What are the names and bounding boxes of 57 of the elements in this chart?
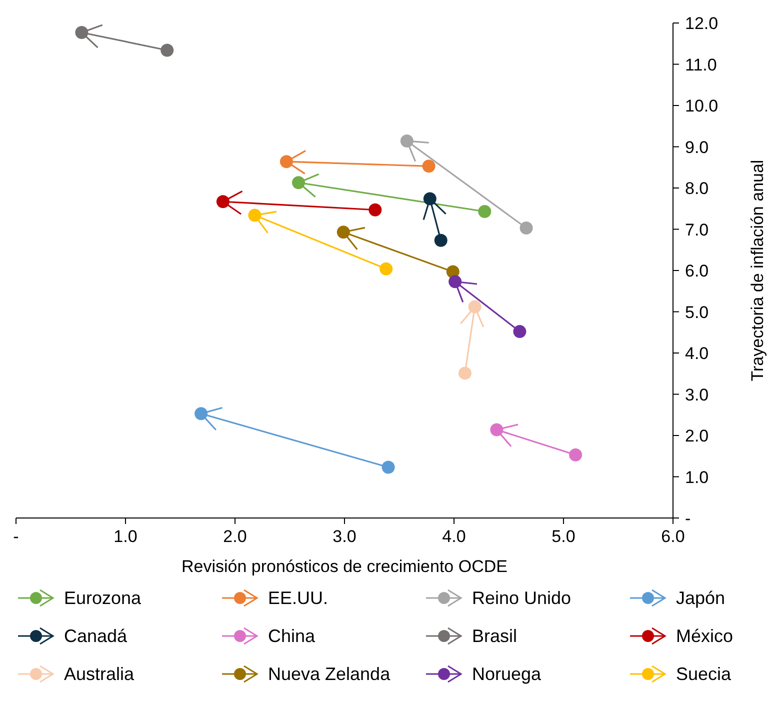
y-tick-label: 10.0 — [685, 96, 718, 116]
point — [569, 448, 582, 462]
x-tick-label: 2.0 — [223, 527, 247, 546]
point — [478, 205, 492, 218]
point — [458, 366, 472, 380]
point — [248, 208, 262, 222]
point — [194, 407, 208, 420]
point — [468, 300, 482, 314]
y-tick-label: 5.0 — [685, 302, 709, 322]
point — [160, 44, 174, 57]
legend-label: Reino Unido — [472, 588, 572, 608]
legend-label: Brasil — [472, 626, 518, 646]
point — [422, 160, 436, 173]
y-tick-label: 11.0 — [685, 55, 717, 74]
point — [380, 262, 393, 276]
legend-label: Eurozona — [64, 588, 142, 608]
point — [336, 226, 350, 239]
point — [75, 26, 88, 39]
point — [400, 134, 414, 148]
x-axis-title: Revisión pronósticos de crecimiento OCDE — [182, 557, 508, 576]
legend-label: Japón — [676, 588, 726, 608]
point — [382, 460, 395, 474]
y-tick-label: 12.0 — [685, 14, 718, 34]
legend-label: Noruega — [472, 664, 542, 684]
y-tick-label: - — [685, 509, 691, 528]
y-tick-label: 9.0 — [685, 138, 709, 157]
point — [434, 234, 448, 247]
point — [280, 155, 293, 168]
y-axis-title: Trayectoria de inflación anual — [748, 160, 768, 382]
point — [513, 325, 526, 338]
y-tick-label: 8.0 — [685, 179, 709, 198]
legend-label: Canadá — [64, 626, 128, 646]
x-tick-label: - — [13, 527, 19, 546]
x-tick-label: 1.0 — [114, 527, 138, 546]
legend-label: Australia — [64, 664, 134, 684]
y-tick-label: 3.0 — [685, 385, 709, 404]
y-tick-label: 7.0 — [685, 220, 709, 240]
point — [448, 275, 462, 288]
legend-label: Nueva Zelanda — [268, 664, 390, 684]
point — [520, 222, 533, 235]
x-tick-label: 3.0 — [332, 527, 356, 546]
x-tick-label: 5.0 — [552, 527, 576, 546]
x-tick-label: 4.0 — [442, 527, 466, 546]
legend-label: China — [268, 626, 316, 646]
point — [216, 195, 230, 208]
y-tick-label: 1.0 — [685, 468, 709, 487]
point — [423, 192, 436, 206]
point — [490, 423, 504, 436]
x-tick-label: 6.0 — [661, 527, 685, 546]
y-tick-label: 2.0 — [685, 426, 709, 446]
y-tick-label: 6.0 — [685, 262, 709, 281]
y-tick-label: 4.0 — [685, 344, 709, 364]
point — [292, 176, 306, 190]
legend-label: Suecia — [676, 664, 732, 684]
legend-label: México — [676, 626, 734, 646]
legend-label: EE.UU. — [268, 588, 328, 608]
point — [368, 203, 382, 216]
